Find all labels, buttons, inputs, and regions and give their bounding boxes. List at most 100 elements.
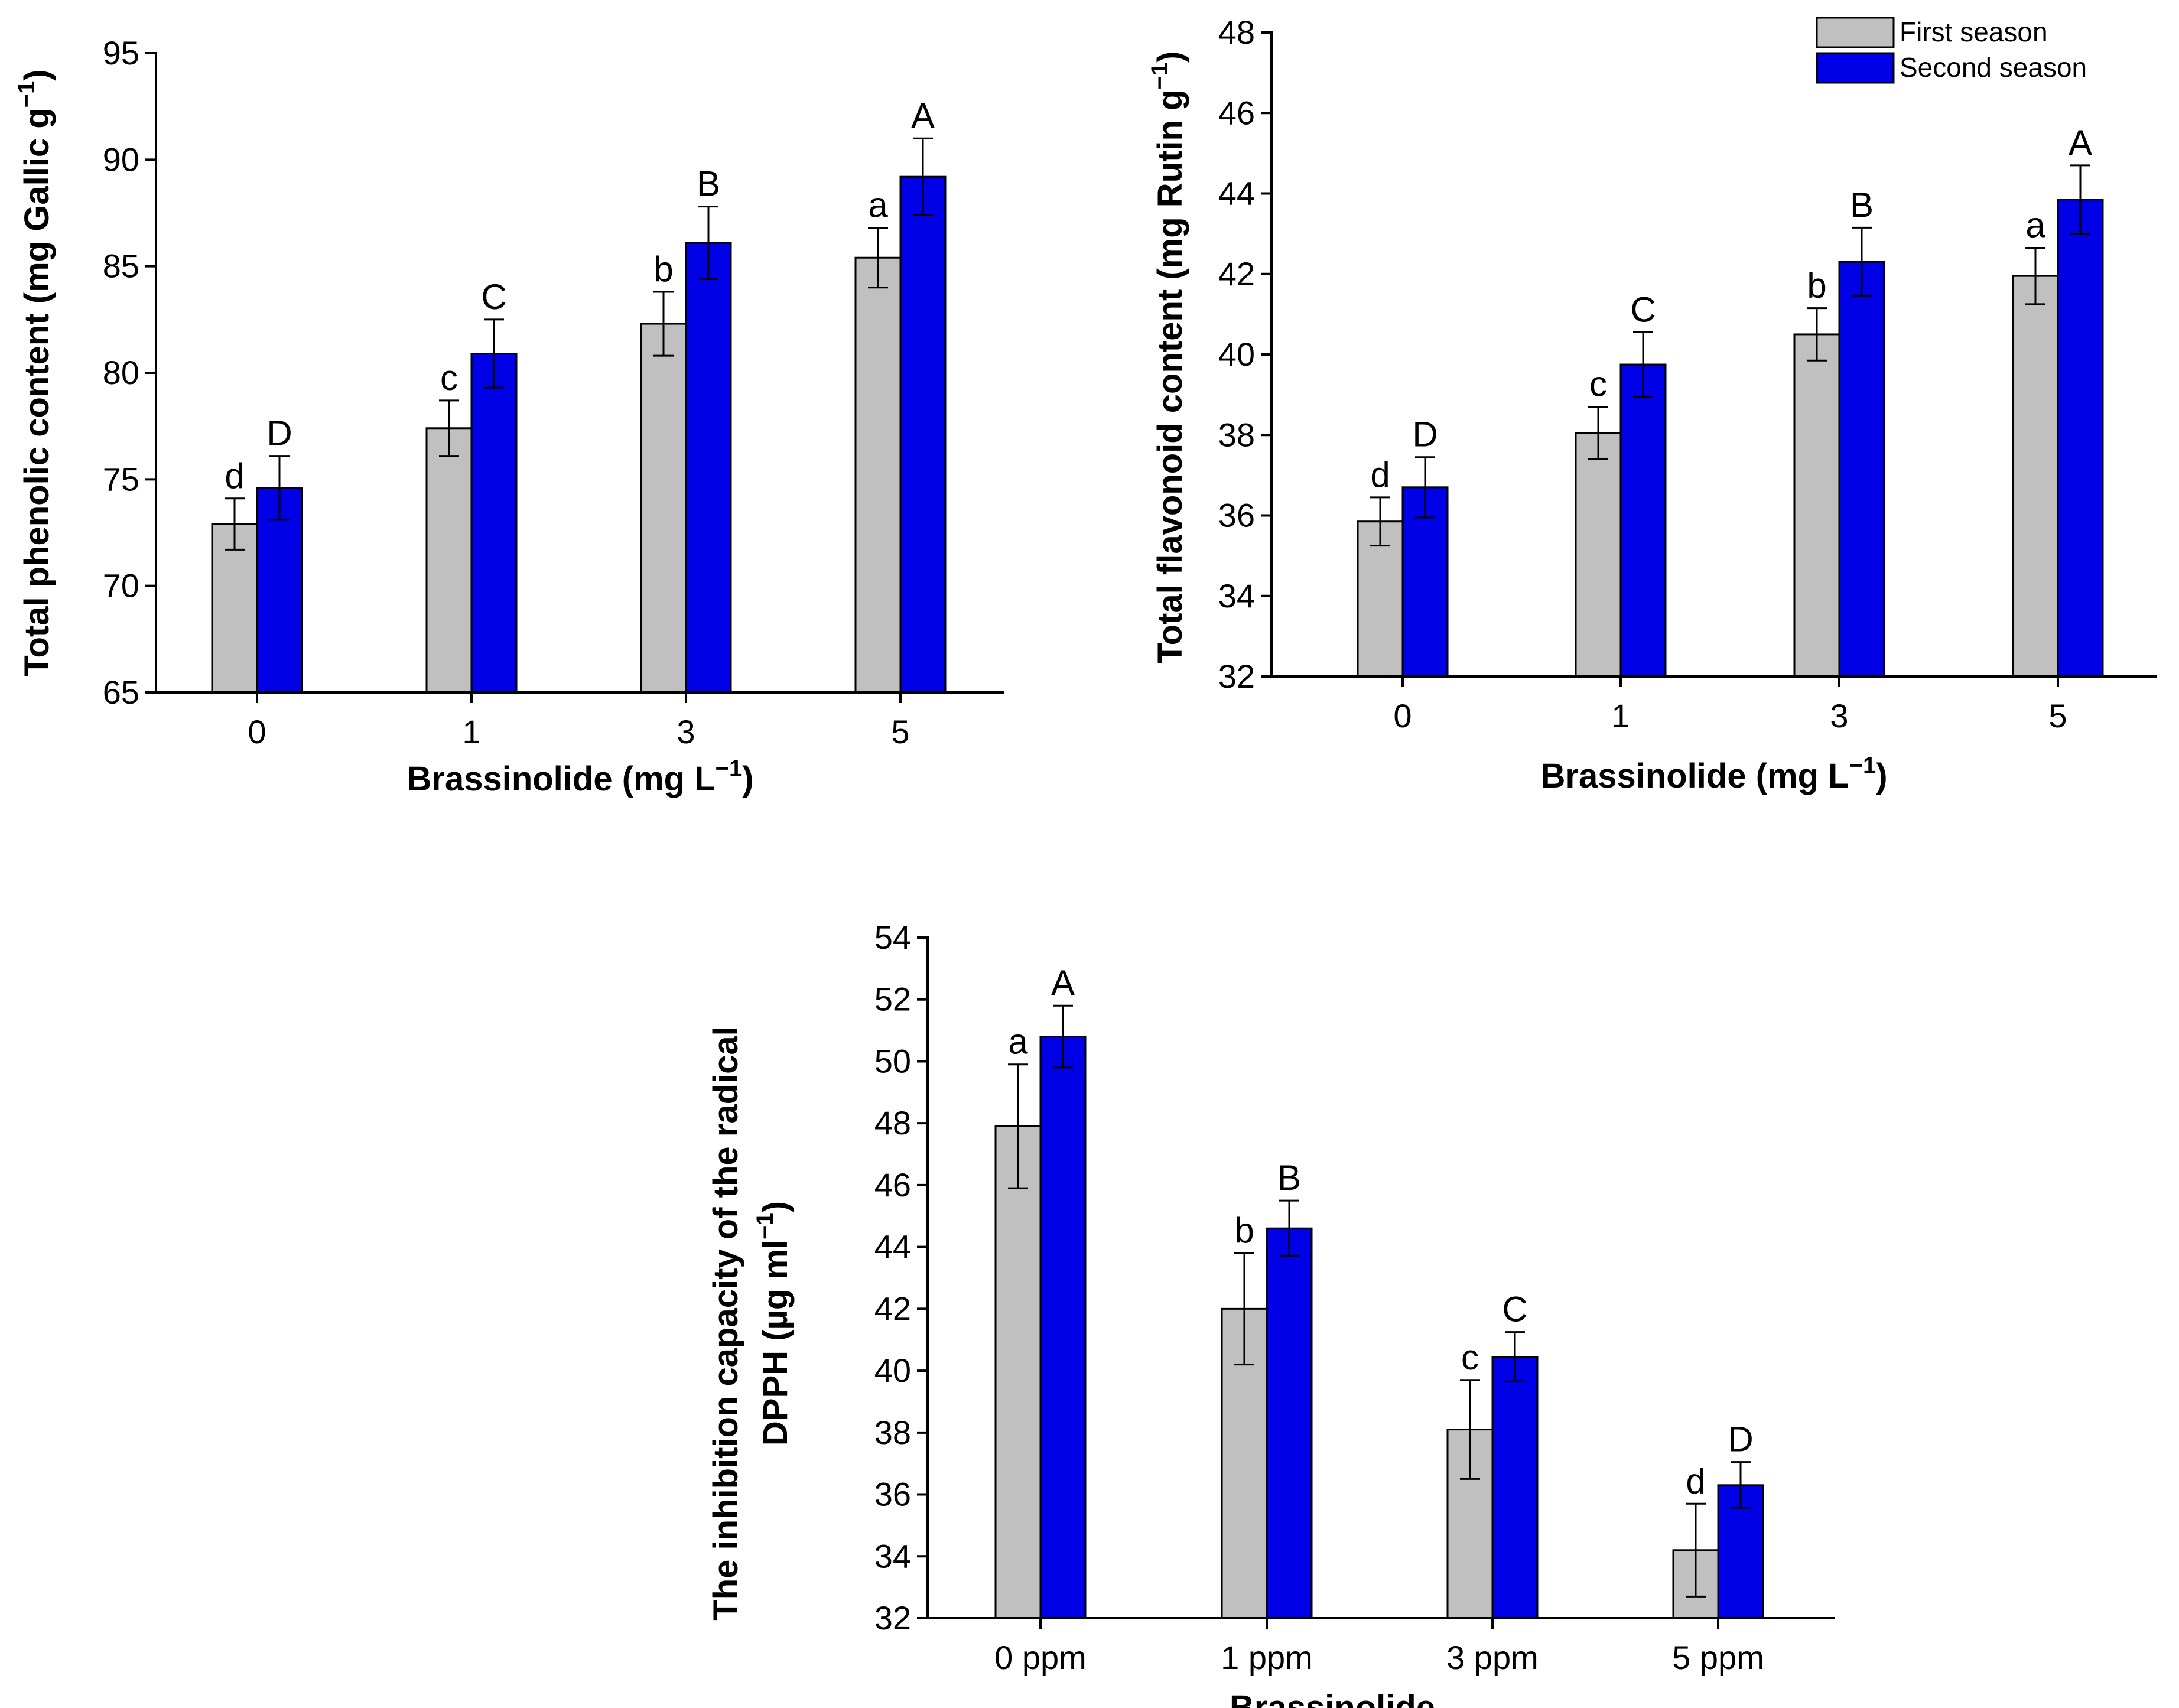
- error-bar: [1370, 496, 1390, 547]
- y-tick-label: 44: [874, 1228, 911, 1265]
- significance-label: d: [1370, 455, 1390, 494]
- y-tick-label: 85: [103, 248, 139, 285]
- bar-series1-1-ppm: [1266, 1227, 1313, 1619]
- y-tick-label: 95: [103, 34, 139, 71]
- significance-label: d: [1686, 1461, 1705, 1501]
- x-tick-label: 0 ppm: [994, 1639, 1087, 1676]
- significance-label: C: [1630, 290, 1656, 330]
- y-tick-label: 42: [1218, 255, 1255, 292]
- y-tick-label: 34: [1218, 577, 1255, 614]
- y-tick-label: 80: [103, 354, 139, 391]
- y-axis-title-superscript: −1: [1147, 63, 1173, 90]
- y-tick-label: 38: [1218, 416, 1255, 453]
- y-tick-label: 70: [103, 567, 139, 604]
- legend-label: Second season: [1900, 52, 2087, 83]
- chart-total-flavonoid: d c b a D C B A 32 34 36 38 40 42 44 46 48 0 1 3 5 Brassinoli…: [1147, 14, 2157, 795]
- y-tick-label: 40: [874, 1352, 911, 1389]
- legend-swatch: [1816, 17, 1895, 48]
- bar-series0-1: [1575, 432, 1622, 678]
- significance-label: c: [440, 358, 458, 398]
- bar-series1-3: [1838, 261, 1885, 678]
- y-tick-label: 32: [874, 1599, 911, 1637]
- bar-series0-0-ppm: [994, 1125, 1042, 1619]
- error-bar: [698, 206, 718, 280]
- error-bar: [1279, 1199, 1299, 1257]
- bar-series1-0: [1401, 486, 1449, 678]
- error-bar: [269, 455, 290, 521]
- x-tick-label: 5: [2048, 697, 2067, 734]
- significance-label: C: [481, 277, 506, 317]
- y-tick-label: 44: [1218, 175, 1255, 212]
- error-bar: [1633, 331, 1653, 398]
- bar-series1-3: [685, 242, 732, 694]
- significance-label: b: [1807, 266, 1826, 305]
- bar-series1-1: [1619, 363, 1667, 678]
- x-axis-title: Brassinolide: [1230, 1689, 1435, 1708]
- bar-series0-3: [1793, 333, 1840, 678]
- y-axis-title-end: ): [756, 1201, 795, 1212]
- error-bar: [1588, 406, 1608, 460]
- y-axis-title-line1: The inhibition capacity of the radical: [707, 1026, 745, 1620]
- error-bar: [1053, 1004, 1073, 1069]
- significance-label: A: [911, 96, 935, 135]
- significance-label: a: [2025, 205, 2045, 245]
- y-tick-label: 32: [1218, 658, 1255, 695]
- significance-label: a: [868, 186, 888, 225]
- error-bar: [1686, 1502, 1706, 1598]
- x-tick-label: 3: [677, 713, 695, 750]
- error-bar: [225, 497, 245, 551]
- error-bar: [2025, 246, 2045, 305]
- bar-series1-0-ppm: [1039, 1036, 1087, 1619]
- x-tick-label: 0: [248, 713, 266, 750]
- significance-label: B: [697, 164, 720, 204]
- error-bar: [1852, 226, 1872, 297]
- y-tick-label: 52: [874, 981, 911, 1018]
- y-axis-title: Total flavonoid content (mg Rutin g−1): [1147, 51, 1189, 664]
- y-axis-title-end: ): [18, 69, 56, 80]
- y-tick-label: 42: [874, 1290, 911, 1327]
- significance-label: A: [1051, 963, 1075, 1003]
- y-tick-label: 46: [1218, 94, 1255, 131]
- y-tick-label: 48: [1218, 14, 1255, 51]
- chart-total-phenolic: d c b a D C B A 65 70 75 80 85 90 95 0 1 3 5 Brassinolide (…: [14, 34, 1004, 798]
- x-tick-label: 1 ppm: [1221, 1639, 1313, 1676]
- y-tick-label: 36: [1218, 497, 1255, 534]
- significance-label: C: [1502, 1290, 1527, 1329]
- bar-series0-0: [211, 523, 258, 694]
- x-axis-title-end: ): [742, 760, 753, 798]
- x-axis-title-superscript: −1: [716, 756, 743, 782]
- error-bar: [1460, 1379, 1480, 1480]
- y-tick-label: 65: [103, 674, 139, 711]
- x-axis-title-main: Brassinolide (mg L: [406, 760, 715, 798]
- y-tick-label: 54: [874, 919, 911, 956]
- x-tick-label: 5: [891, 713, 909, 750]
- significance-label: b: [1234, 1211, 1254, 1250]
- error-bar: [1807, 307, 1827, 362]
- y-axis-title-superscript: −1: [14, 81, 40, 108]
- y-axis-title-superscript: −1: [752, 1212, 778, 1239]
- y-tick-label: 40: [1218, 336, 1255, 373]
- bar-series1-5: [899, 175, 947, 694]
- y-axis-title: Total phenolic content (mg Gallic g−1): [14, 69, 56, 676]
- y-axis-title: The inhibition capacity of the radical DP…: [707, 1026, 795, 1620]
- bar-series0-5: [2012, 275, 2059, 678]
- y-tick-label: 46: [874, 1166, 911, 1203]
- bar-series0-1: [425, 427, 473, 694]
- significance-label: d: [225, 456, 244, 496]
- x-tick-label: 0: [1393, 697, 1412, 734]
- x-tick-label: 3 ppm: [1446, 1639, 1539, 1676]
- significance-label: c: [1589, 365, 1607, 404]
- legend-swatch: [1816, 52, 1895, 84]
- error-bar: [1008, 1063, 1028, 1189]
- y-tick-label: 48: [874, 1104, 911, 1141]
- x-axis-title-main: Brassinolide (mg L: [1540, 757, 1849, 795]
- significance-label: D: [1728, 1420, 1753, 1459]
- error-bar: [484, 318, 504, 389]
- y-tick-label: 34: [874, 1537, 911, 1574]
- x-tick-label: 3: [1830, 697, 1848, 734]
- chart-dpph-inhibition: a b c d A B C D 32 34 36 38 40 42 44 46 48 50 52 54 0 ppm 1 p…: [707, 919, 1835, 1708]
- y-axis-title-main: Total phenolic content (mg Gallic g: [18, 108, 56, 676]
- y-tick-label: 90: [103, 141, 139, 178]
- x-axis-title: Brassinolide (mg L−1): [406, 756, 753, 798]
